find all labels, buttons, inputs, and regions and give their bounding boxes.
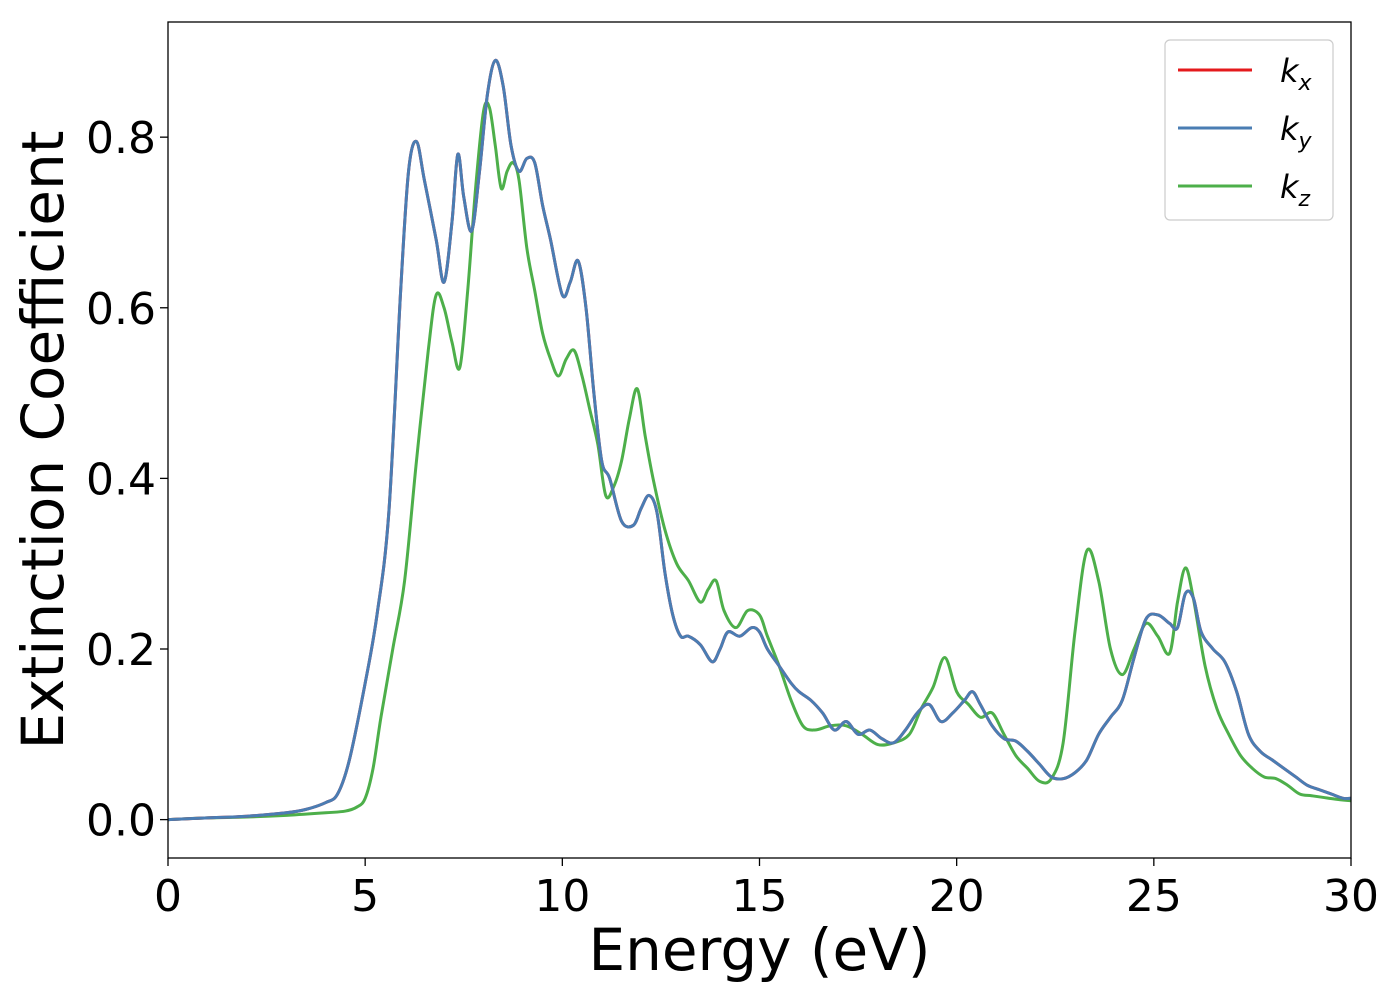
legend-label-x: kx xyxy=(1280,52,1313,96)
x-axis-ticks: 0 5 10 15 20 25 30 xyxy=(154,858,1379,922)
x-tick-label: 15 xyxy=(732,871,788,922)
x-tick-label: 30 xyxy=(1323,871,1379,922)
x-tick-label: 10 xyxy=(534,871,590,922)
x-tick-label: 25 xyxy=(1126,871,1182,922)
y-axis-ticks: 0.0 0.2 0.4 0.6 0.8 xyxy=(86,113,168,847)
series-layer xyxy=(167,58,1352,822)
y-tick-label: 0.0 xyxy=(86,796,156,847)
legend-label-y: ky xyxy=(1280,110,1313,154)
y-tick-label: 0.4 xyxy=(86,454,156,505)
series-line-y xyxy=(167,58,1352,822)
x-tick-label: 5 xyxy=(351,871,379,922)
y-tick-label: 0.2 xyxy=(86,625,156,676)
legend-box xyxy=(1164,39,1334,221)
y-tick-label: 0.6 xyxy=(86,284,156,335)
y-tick-label: 0.8 xyxy=(86,113,156,164)
x-axis-label: Energy (eV) xyxy=(588,916,930,984)
x-tick-label: 20 xyxy=(929,871,985,922)
series-line-z xyxy=(167,100,1352,822)
x-tick-label: 0 xyxy=(154,871,182,922)
y-axis-label: Extinction Coefficient xyxy=(9,131,77,750)
